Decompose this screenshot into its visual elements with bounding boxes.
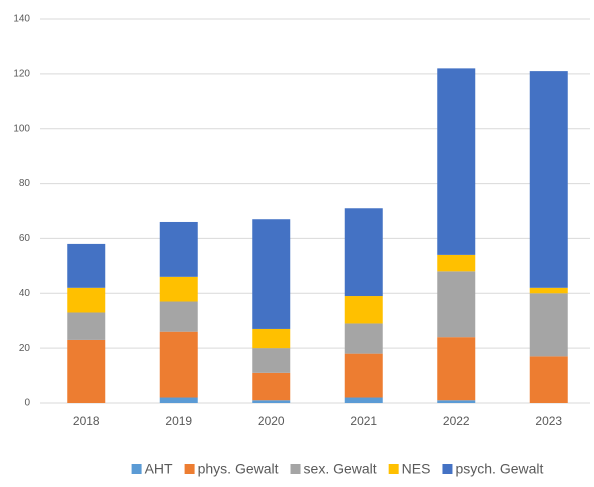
x-tick-label: 2021	[350, 414, 377, 428]
bar-segment	[252, 219, 291, 329]
bar-segment	[67, 312, 106, 340]
bar-segment	[159, 397, 198, 403]
bar-segment	[67, 243, 106, 288]
y-tick-label: 20	[19, 343, 31, 354]
x-tick-label: 2019	[165, 414, 192, 428]
y-tick-label: 40	[19, 288, 31, 299]
legend-label: NES	[402, 461, 431, 477]
y-tick-label: 120	[13, 68, 30, 79]
bar-segment	[344, 353, 383, 398]
bar-segment	[529, 356, 568, 403]
bar-segment	[437, 337, 476, 401]
bar-segment	[344, 397, 383, 403]
bar-segment	[344, 323, 383, 354]
bar-segment	[159, 331, 198, 398]
bar-segment	[252, 328, 291, 349]
legend-swatch	[184, 464, 195, 474]
x-tick-label: 2023	[535, 414, 562, 428]
bar-segment	[252, 348, 291, 373]
y-tick-label: 0	[24, 398, 30, 409]
bar-segment	[67, 339, 106, 403]
bar-segment	[252, 400, 291, 403]
legend-swatch	[131, 464, 142, 474]
y-tick-label: 100	[13, 123, 30, 134]
legend-swatch	[290, 464, 301, 474]
y-tick-label: 60	[19, 233, 31, 244]
bar-segment	[159, 221, 198, 277]
bar-segment	[529, 287, 568, 294]
bar-segment	[437, 400, 476, 403]
bar-segment	[344, 296, 383, 324]
bar-segment	[159, 301, 198, 332]
bar-segment	[529, 293, 568, 357]
bar-segment	[67, 287, 106, 313]
legend-label: AHT	[145, 461, 173, 477]
legend: AHT phys. Gewalt sex. Gewalt NES psych. Gewa…	[131, 461, 544, 477]
x-tick-label: 2022	[443, 414, 470, 428]
legend-label: sex. Gewalt	[304, 461, 377, 477]
legend-label: phys. Gewalt	[198, 461, 279, 477]
bar-segment	[344, 208, 383, 297]
legend-label: psych. Gewalt	[455, 461, 543, 477]
y-tick-label: 140	[13, 14, 30, 25]
bar-segment	[252, 372, 291, 401]
bar-segment	[159, 276, 198, 302]
bar-segment	[437, 68, 476, 255]
x-tick-label: 2018	[73, 414, 100, 428]
bar-segment	[529, 71, 568, 288]
bar-segment	[437, 271, 476, 338]
bar-segment	[437, 254, 476, 272]
x-tick-label: 2020	[258, 414, 285, 428]
legend-swatch	[442, 464, 453, 474]
y-tick-label: 80	[19, 178, 31, 189]
legend-swatch	[388, 464, 399, 474]
